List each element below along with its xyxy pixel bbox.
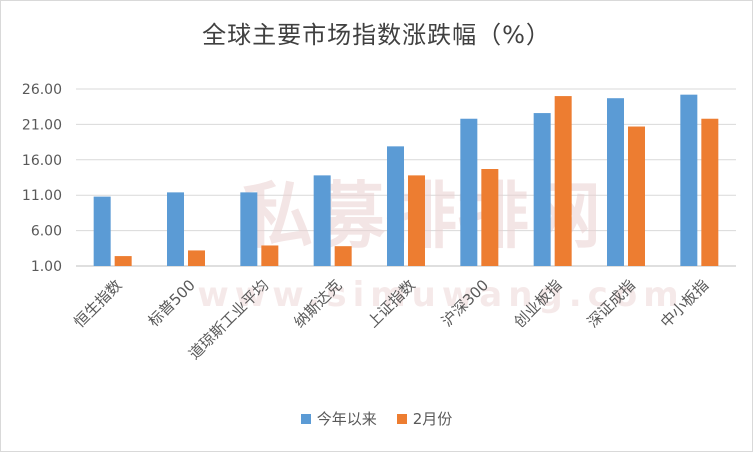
bar-series-1 — [93, 196, 111, 266]
watermark-url: www.simuwang.com — [197, 275, 684, 315]
bar-series-1 — [533, 113, 551, 267]
legend-swatch-series-1 — [300, 413, 311, 424]
legend-item-series-2: 2月份 — [396, 408, 453, 429]
bar-series-2 — [188, 250, 205, 266]
y-tick-label: 26.00 — [22, 82, 62, 98]
bar-series-2 — [334, 246, 352, 266]
legend-label-series-1: 今年以来 — [316, 410, 377, 428]
legend-item-series-1: 今年以来 — [300, 408, 377, 429]
gridlines — [76, 88, 736, 267]
y-tick-label: 16.00 — [22, 153, 62, 169]
bar-series-1 — [387, 146, 404, 266]
legend: 今年以来 2月份 — [1, 408, 752, 429]
bar-series-2 — [261, 245, 279, 266]
bar-series-1 — [167, 192, 184, 266]
bar-series-1 — [313, 175, 331, 266]
y-tick-label: 11.00 — [22, 188, 62, 204]
bar-series-2 — [554, 96, 572, 266]
bar-series-1 — [680, 94, 698, 266]
bar-series-1 — [240, 192, 258, 266]
chart-title: 全球主要市场指数涨跌幅（%） — [202, 21, 551, 49]
legend-swatch-series-2 — [396, 413, 407, 424]
y-tick-label: 6.00 — [31, 224, 62, 240]
legend-label-series-2: 2月份 — [412, 410, 453, 428]
x-tick-label: 恒生指数 — [70, 276, 125, 331]
x-tick-label: 标普500 — [145, 276, 199, 330]
y-tick-label: 21.00 — [22, 117, 62, 133]
bar-series-2 — [628, 126, 645, 266]
bars — [93, 94, 719, 267]
bar-series-1 — [607, 98, 624, 266]
bar-series-2 — [701, 118, 719, 267]
bar-series-2 — [481, 169, 499, 266]
bar-series-2 — [114, 256, 132, 266]
y-tick-label: 1.00 — [31, 259, 62, 275]
bar-series-1 — [460, 118, 478, 267]
bar-series-2 — [408, 175, 425, 266]
